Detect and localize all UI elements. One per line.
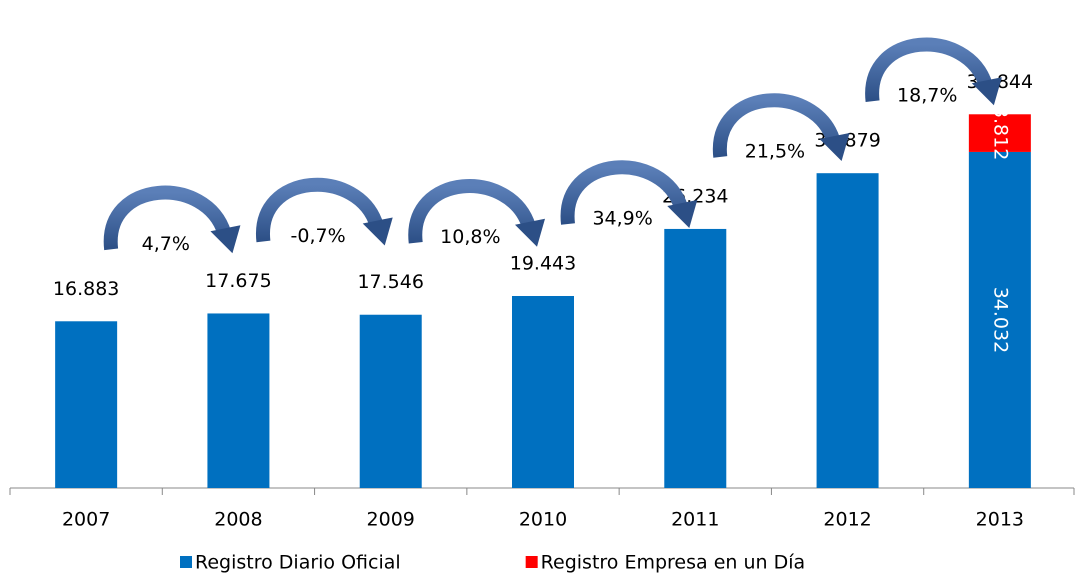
total-label: 16.883 — [53, 278, 119, 300]
bar — [207, 313, 270, 488]
growth-arrow — [713, 93, 850, 161]
growth-label: 21,5% — [745, 140, 805, 162]
growth-label: 18,7% — [897, 85, 957, 107]
growth-arrow — [256, 177, 393, 246]
bar — [55, 321, 118, 488]
total-label: 17.675 — [205, 270, 271, 292]
bar — [664, 228, 727, 488]
growth-label: 4,7% — [142, 233, 190, 255]
x-tick-label: 2008 — [214, 509, 262, 531]
bar — [512, 296, 574, 488]
arrow-body — [560, 160, 688, 225]
growth-arrow — [865, 37, 1002, 106]
arrow-body — [713, 93, 841, 158]
growth-arrow — [560, 160, 698, 229]
legend-swatch — [180, 556, 192, 568]
x-tick-label: 2011 — [671, 509, 719, 531]
total-label: 19.443 — [510, 253, 576, 275]
arrow-head — [210, 225, 241, 254]
bar-value-label: 3.812 — [989, 106, 1011, 160]
x-tick-label: 2007 — [62, 509, 110, 531]
arrow-head — [515, 218, 545, 247]
legend-label: Registro Diario Oficial — [195, 552, 401, 574]
legend-swatch — [525, 556, 538, 568]
x-tick-label: 2009 — [367, 509, 415, 531]
arrow-head — [971, 77, 1002, 106]
legend-label: Registro Empresa en un Día — [541, 552, 805, 574]
x-tick-label: 2013 — [976, 509, 1024, 531]
bar — [816, 173, 879, 488]
bar — [968, 151, 1031, 488]
total-label: 17.546 — [357, 271, 423, 293]
arrow-head — [819, 132, 850, 161]
arrow-body — [408, 179, 536, 244]
x-tick-label: 2012 — [823, 509, 871, 531]
growth-label: 34,9% — [592, 208, 652, 230]
arrow-body — [256, 177, 384, 243]
bar — [968, 114, 1031, 152]
arrow-head — [667, 200, 698, 229]
growth-label: -0,7% — [291, 225, 346, 247]
growth-label: 10,8% — [440, 226, 500, 248]
arrow-head — [362, 217, 393, 246]
bar-value-label: 34.032 — [989, 287, 1011, 353]
bar — [359, 314, 422, 488]
growth-arrow — [103, 185, 241, 254]
arrow-body — [103, 185, 232, 251]
growth-arrow — [408, 179, 545, 247]
arrow-body — [865, 37, 993, 102]
x-tick-label: 2010 — [519, 509, 567, 531]
